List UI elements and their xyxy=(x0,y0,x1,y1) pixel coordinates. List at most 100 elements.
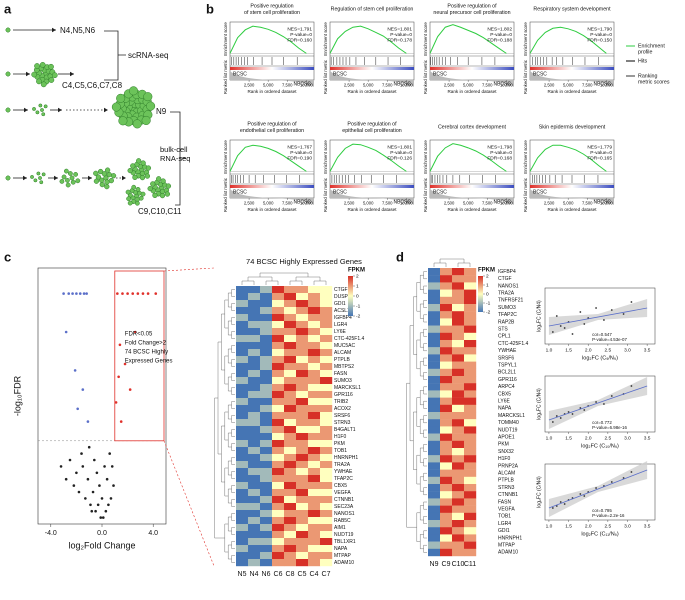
heatmap-cell xyxy=(236,370,249,378)
heatmap-cell xyxy=(248,454,261,462)
heatmap-cell xyxy=(296,482,309,490)
dendrogram xyxy=(228,544,232,560)
heatmap-cell xyxy=(260,342,273,350)
heatmap-cell xyxy=(464,469,477,477)
dendrogram xyxy=(228,348,232,364)
column-label: C6 xyxy=(274,571,283,578)
heatmap-cell xyxy=(296,531,309,539)
cell xyxy=(147,185,153,192)
heatmap-cell xyxy=(284,363,297,371)
heatmap-cell xyxy=(320,531,333,539)
heatmap-cell xyxy=(248,517,261,525)
label: N4,N5,N6 xyxy=(60,26,96,35)
cell xyxy=(144,173,151,179)
point xyxy=(579,407,582,409)
heatmap-cell xyxy=(260,349,273,357)
x-tick-label: 5,000 xyxy=(463,201,474,206)
heatmap-cell xyxy=(428,275,441,283)
gene-label: MUC5AC xyxy=(334,343,356,349)
heatmap-cell xyxy=(320,475,333,483)
heatmap-cell xyxy=(260,426,273,434)
column-label: N4 xyxy=(250,571,259,578)
gsea-stat: NES=1.791 xyxy=(287,26,312,32)
bracket xyxy=(104,30,126,81)
gsea-stat: FDR=0.160 xyxy=(287,37,312,43)
connector xyxy=(163,267,215,272)
heatmap-cell xyxy=(428,440,441,449)
heatmap-cell xyxy=(272,398,285,406)
dendrogram xyxy=(231,317,235,325)
heatmap-cell xyxy=(464,289,477,297)
heatmap-cell xyxy=(464,304,477,312)
heatmap-cell xyxy=(272,314,285,322)
ranked-metric xyxy=(430,189,514,205)
y-axis-label: Enrichment score xyxy=(423,140,428,174)
heatmap-cell xyxy=(284,426,297,434)
point xyxy=(64,477,68,481)
x-tick-label: 10,000 xyxy=(400,201,413,206)
point xyxy=(80,452,83,455)
dendrogram xyxy=(231,457,235,465)
heatmap-cell xyxy=(236,405,249,413)
gsea-stat: NES=1.779 xyxy=(587,144,612,150)
heatmap-cell xyxy=(248,300,261,308)
heatmap-cell xyxy=(248,335,261,343)
gene-label: GPR116 xyxy=(498,377,517,383)
point xyxy=(59,465,63,468)
heatmap-cell xyxy=(308,468,321,476)
heatmap-cell xyxy=(440,311,453,319)
heatmap-cell xyxy=(296,510,309,518)
gsea-title: Positive regulation of xyxy=(347,121,397,127)
heatmap-cell xyxy=(236,489,249,497)
cell xyxy=(32,107,36,111)
gene-label: CBX5 xyxy=(498,391,511,397)
heatmap-cell xyxy=(428,505,441,513)
cell xyxy=(61,174,67,180)
heatmap-cell xyxy=(308,405,321,413)
gene-label: IGFBP4 xyxy=(334,315,352,321)
heatmap-cell xyxy=(284,356,297,364)
point xyxy=(622,477,625,479)
heatmap-cell xyxy=(452,491,465,499)
heatmap-cell xyxy=(248,314,261,322)
cell xyxy=(132,174,138,181)
heatmap-cell xyxy=(248,412,261,420)
point xyxy=(559,325,562,327)
dendrogram xyxy=(423,473,427,481)
x-tick-label: 2,500 xyxy=(544,83,555,88)
heatmap-cell xyxy=(284,321,297,329)
point xyxy=(579,311,582,313)
heatmap-cell xyxy=(464,404,477,413)
x-tick-label: 2,500 xyxy=(444,201,455,206)
point xyxy=(555,415,558,417)
heatmap-cell xyxy=(452,361,465,369)
dendrogram xyxy=(457,262,471,267)
point xyxy=(94,509,97,513)
heatmap-cell xyxy=(296,447,309,455)
heatmap-cell xyxy=(260,405,273,413)
heatmap-cell xyxy=(452,383,465,391)
rank-bar xyxy=(530,185,614,188)
heatmap-cell xyxy=(260,335,273,343)
heatmap-cell xyxy=(464,318,477,326)
point xyxy=(610,481,613,483)
column-label: C9 xyxy=(442,561,451,568)
heatmap-cell xyxy=(428,419,441,427)
y-axis-label: Enrichment score xyxy=(523,140,528,174)
dendrogram xyxy=(420,390,424,405)
colorbar-label: 2 xyxy=(356,273,359,279)
heatmap-cell xyxy=(272,363,285,371)
ranked-metric xyxy=(330,71,414,87)
heatmap-cell xyxy=(296,307,309,315)
gene-label: VEGFA xyxy=(334,490,351,496)
heatmap-cell xyxy=(260,293,273,301)
enrichment-curve xyxy=(229,25,307,54)
dendrogram xyxy=(231,485,235,493)
heatmap-cell xyxy=(272,349,285,357)
heatmap-cell xyxy=(320,328,333,336)
heatmap-cell xyxy=(320,293,333,301)
point xyxy=(610,309,613,311)
heatmap-cell xyxy=(428,476,441,485)
dendrogram xyxy=(228,404,232,420)
heatmap-cell xyxy=(452,455,465,463)
